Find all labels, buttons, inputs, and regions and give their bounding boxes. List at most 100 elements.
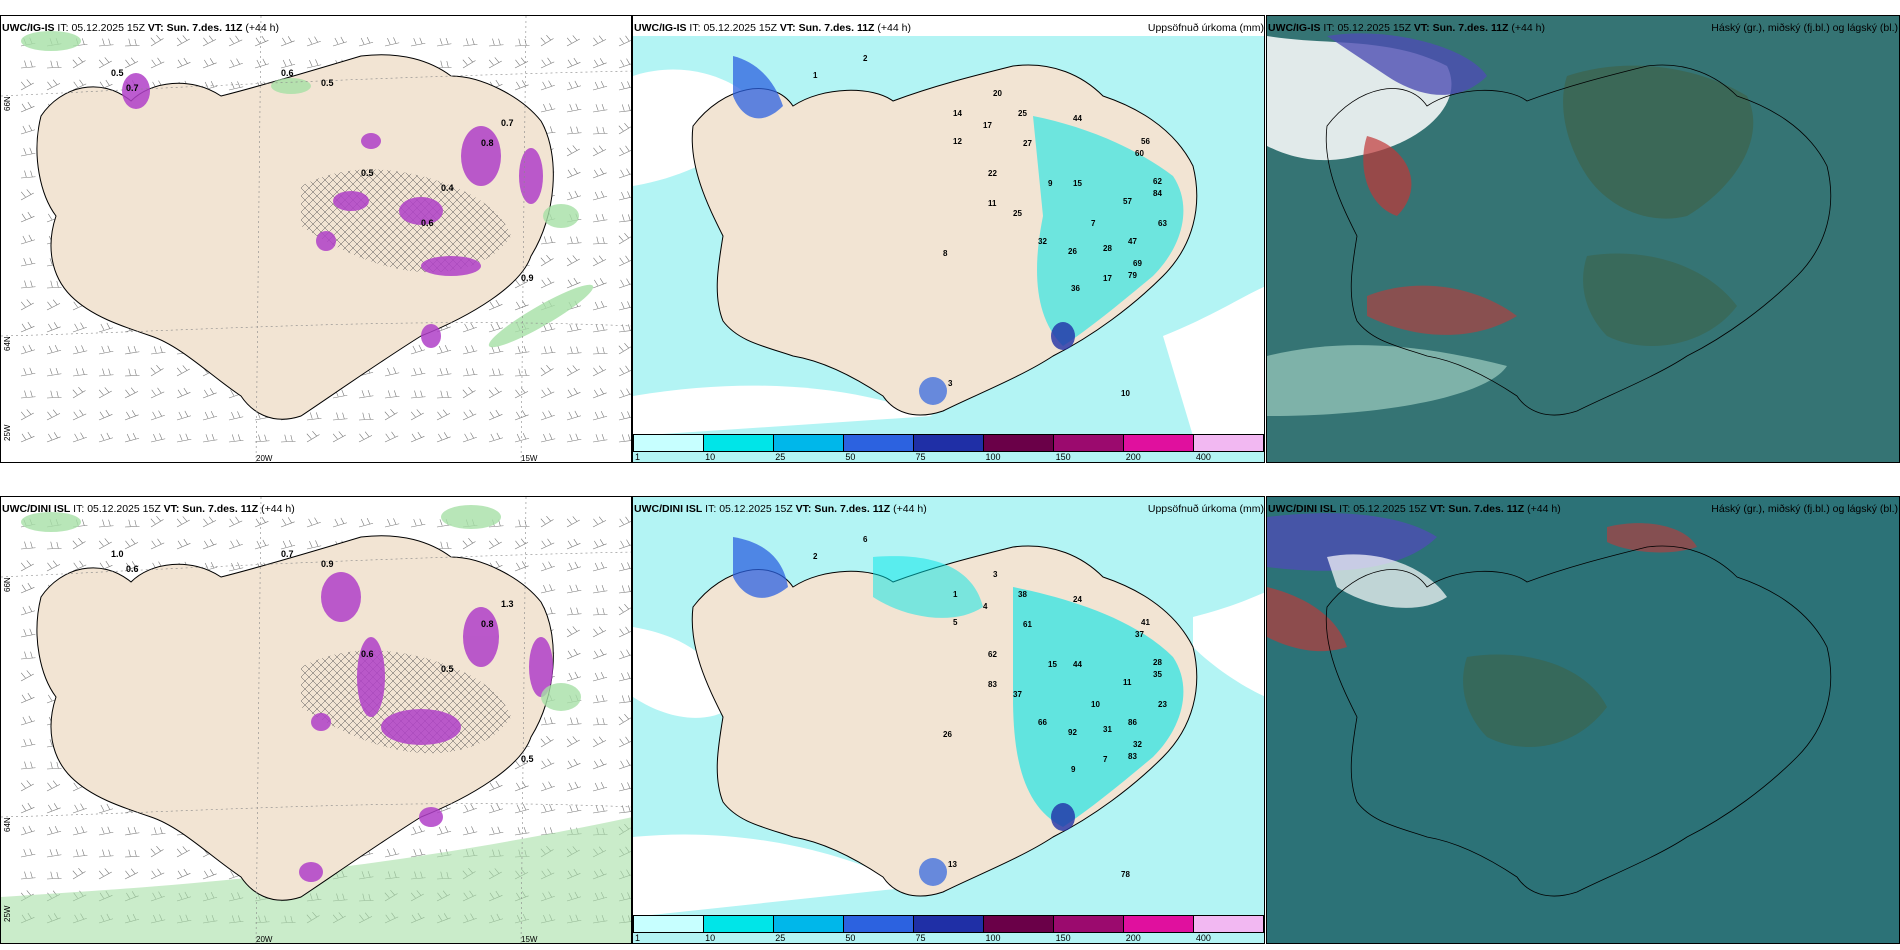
colorbar-swatch [774, 435, 844, 451]
lat-label-64n: 64N [3, 817, 12, 832]
precip-value-label: 3 [948, 379, 953, 388]
lon-label-20w: 20W [256, 454, 273, 463]
colorbar-tick-label: 1 [635, 452, 641, 462]
precip-title-top: Uppsöfnuð úrkoma (mm) [1147, 22, 1264, 34]
precip-value-label: 32 [1038, 237, 1047, 246]
precip-panel-top: 2 1 14 12 17 20 25 27 44 56 60 62 84 69 57 63 32 26 79 47 28… [632, 15, 1265, 463]
colorbar-tick-label: 150 [1055, 933, 1071, 943]
precip-value-label: 11 [1123, 678, 1132, 687]
precip-value-label: 44 [1073, 660, 1082, 669]
lat-label-66n: 66N [3, 96, 12, 111]
precip-value-label: 25 [1018, 109, 1027, 118]
wind-value-label: 0.8 [481, 138, 494, 148]
precip-value-label: 47 [1128, 237, 1137, 246]
precip-value-label: 7 [1091, 219, 1096, 228]
lon-label-15w: 15W [521, 454, 538, 463]
wind-map-top: 0.50.70.60.50.90.80.70.50.40.6 [1, 16, 631, 462]
colorbar-swatch [984, 435, 1054, 451]
wind-value-label: 0.6 [421, 218, 434, 228]
cloud-panel-bottom [1266, 496, 1900, 944]
colorbar-tick-label: 25 [775, 933, 786, 943]
precip-value-label: 20 [993, 89, 1002, 98]
precip-value-label: 57 [1123, 197, 1132, 206]
colorbar-swatch [844, 916, 914, 932]
colorbar-tick-label: 150 [1055, 452, 1071, 462]
precip-value-label: 62 [1153, 177, 1162, 186]
precip-value-label: 23 [1158, 700, 1167, 709]
precip-value-label: 1 [953, 590, 958, 599]
wind-header-bottom: UWC/DINI ISL IT: 05.12.2025 15Z VT: Sun.… [2, 503, 295, 515]
colorbar-swatch [1194, 916, 1263, 932]
precip-value-label: 35 [1153, 670, 1162, 679]
precip-value-label: 5 [953, 618, 958, 627]
precip-value-label: 56 [1141, 137, 1150, 146]
precip-value-label: 1 [813, 71, 818, 80]
colorbar-tick-label: 50 [845, 452, 856, 462]
colorbar-swatch [774, 916, 844, 932]
colorbar-tick-label: 75 [915, 933, 926, 943]
precip-header-bottom: UWC/DINI ISL IT: 05.12.2025 15Z VT: Sun.… [634, 503, 927, 515]
wind-value-label: 0.8 [481, 619, 494, 629]
wind-value-label: 0.9 [521, 273, 534, 283]
precip-map-top: 2114121720252744566062846957633226794728… [633, 16, 1264, 462]
colorbar-tick-label: 200 [1125, 452, 1141, 462]
colorbar-swatch [844, 435, 914, 451]
cloud-panel-top [1266, 15, 1900, 463]
precip-value-label: 8 [943, 249, 948, 258]
precip-title-bottom: Uppsöfnuð úrkoma (mm) [1147, 503, 1264, 515]
colorbar-swatch [1194, 435, 1263, 451]
colorbar-tick-label: 200 [1125, 933, 1141, 943]
precip-value-label: 7 [1103, 755, 1108, 764]
precip-value-label: 2 [813, 552, 818, 561]
precip-value-label: 37 [1135, 630, 1144, 639]
precip-value-label: 36 [1071, 284, 1080, 293]
colorbar-tick-label: 10 [705, 452, 716, 462]
cloud-title-bottom: Háský (gr.), miðský (fj.bl.) og lágský (… [1711, 503, 1898, 515]
precip-value-label: 11 [988, 199, 997, 208]
colorbar-top [633, 434, 1264, 452]
precip-value-label: 2 [863, 54, 868, 63]
wind-panel-top: 0.5 0.7 0.6 0.5 0.9 0.8 0.7 0.5 0.4 0.6 20W 15W 6… [0, 15, 632, 463]
precip-value-label: 28 [1153, 658, 1162, 667]
colorbar-swatch [1054, 916, 1124, 932]
precip-value-label: 31 [1103, 725, 1112, 734]
cloud-header-top: UWC/IG-IS IT: 05.12.2025 15Z VT: Sun. 7.… [1268, 22, 1545, 34]
precip-value-label: 62 [988, 650, 997, 659]
precip-value-label: 66 [1038, 718, 1047, 727]
colorbar-tick-label: 10 [705, 933, 716, 943]
colorbar-tick-label: 400 [1195, 452, 1211, 462]
precip-value-label: 17 [983, 121, 992, 130]
precip-value-label: 92 [1068, 728, 1077, 737]
precip-value-label: 86 [1128, 718, 1137, 727]
precip-value-label: 9 [1048, 179, 1053, 188]
lead-time: (+44 h) [245, 22, 279, 34]
precip-value-label: 32 [1133, 740, 1142, 749]
wind-value-label: 0.5 [521, 754, 534, 764]
colorbar-swatch [914, 435, 984, 451]
colorbar-swatch [704, 916, 774, 932]
precip-value-label: 28 [1103, 244, 1112, 253]
model-name: UWC/IG-IS [2, 22, 55, 34]
precip-value-label: 79 [1128, 271, 1137, 280]
colorbar-swatch [1054, 435, 1124, 451]
wind-header-top: UWC/IG-IS IT: 05.12.2025 15Z VT: Sun. 7.… [2, 22, 279, 34]
wind-panel-bottom: 1.0 0.6 0.7 0.9 0.5 0.8 1.3 0.6 0.5 20W 15W 66N … [0, 496, 632, 944]
precip-value-label: 14 [953, 109, 962, 118]
cloud-map-bottom [1267, 497, 1899, 943]
colorbar-swatch [984, 916, 1054, 932]
precip-value-label: 9 [1071, 765, 1076, 774]
wind-value-label: 0.5 [361, 168, 374, 178]
colorbar-tick-label: 75 [915, 452, 926, 462]
colorbar-tick-label: 100 [985, 452, 1001, 462]
wind-value-label: 0.5 [321, 78, 334, 88]
wind-value-label: 0.7 [501, 118, 514, 128]
colorbar-tick-label: 25 [775, 452, 786, 462]
precip-value-label: 15 [1048, 660, 1057, 669]
wind-value-label: 0.6 [126, 564, 139, 574]
precip-value-label: 27 [1023, 139, 1032, 148]
wind-value-label: 0.6 [361, 649, 374, 659]
precip-value-label: 44 [1073, 114, 1082, 123]
precip-value-label: 22 [988, 169, 997, 178]
colorbar-tick-label: 100 [985, 933, 1001, 943]
colorbar-bottom [633, 915, 1264, 933]
